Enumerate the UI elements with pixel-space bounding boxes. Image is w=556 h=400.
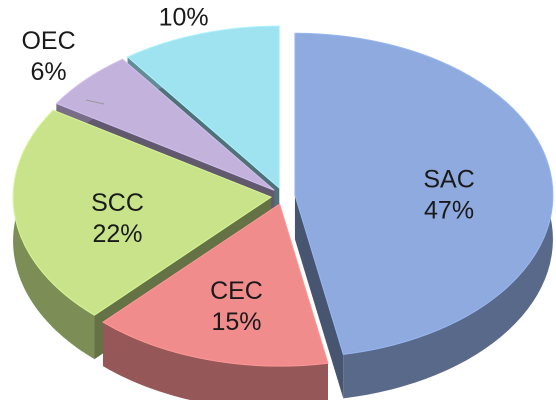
- slice-value-label: 22%: [92, 220, 142, 248]
- tops: [12, 25, 554, 367]
- slice-label: SAC: [423, 166, 474, 194]
- slice-label: OEC: [21, 27, 75, 55]
- slice-label: District Office: [110, 0, 258, 1]
- slice-value-label: 10%: [159, 4, 209, 32]
- slice-value-label: 47%: [424, 197, 474, 225]
- slice-label: SCC: [91, 189, 144, 217]
- slice: [102, 203, 329, 367]
- labels: SAC 47% CEC 15% SCC 22% OEC 6% District Office 10…: [21, 0, 474, 336]
- slice: [126, 25, 280, 190]
- slice-value-label: 6%: [30, 58, 66, 86]
- leader-line: [85, 99, 105, 105]
- slice: [294, 32, 554, 355]
- slice-label: CEC: [210, 277, 263, 305]
- slice: [12, 109, 273, 316]
- slice-cut-face: [294, 195, 344, 399]
- slice-value-label: 15%: [211, 308, 261, 336]
- slice: [55, 58, 275, 191]
